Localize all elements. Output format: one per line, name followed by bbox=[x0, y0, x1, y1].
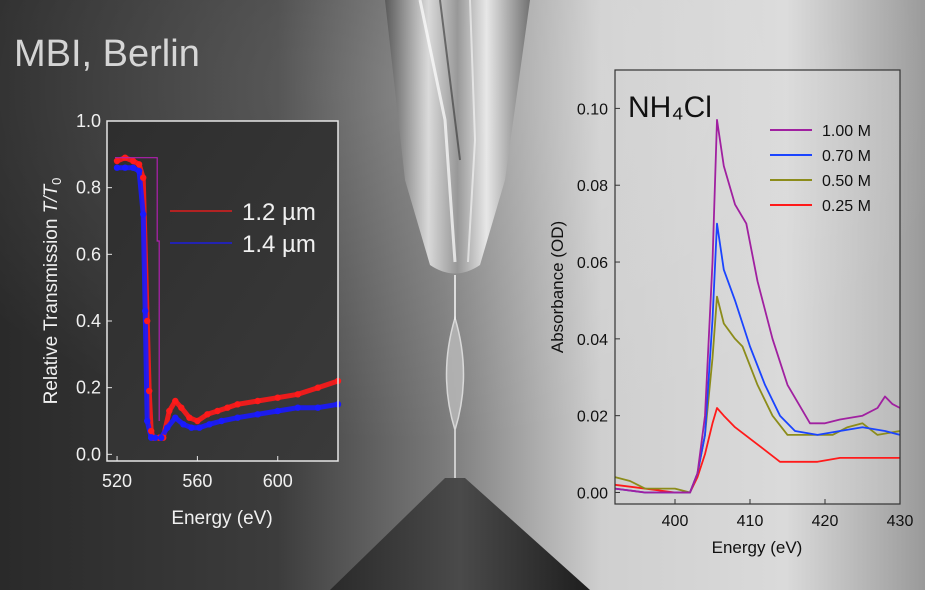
right-y-tick-label-0: 0.00 bbox=[577, 485, 608, 502]
left-point-s0-18 bbox=[224, 404, 231, 411]
right-legend-label-0: 1.00 M bbox=[822, 123, 871, 140]
left-point-s0-11 bbox=[166, 407, 173, 415]
left-point-s1-2 bbox=[129, 164, 137, 171]
legend-label-1-2um: 1.2 µm bbox=[242, 199, 316, 226]
left-point-s1-12 bbox=[180, 421, 187, 428]
right-x-axis: 400 410 420 430 bbox=[662, 499, 914, 530]
left-point-s1-0 bbox=[113, 164, 121, 171]
left-point-s0-0 bbox=[113, 157, 121, 165]
left-legend: 1.2 µm 1.4 µm bbox=[170, 199, 316, 258]
left-point-s1-11 bbox=[172, 414, 179, 421]
left-point-s0-3 bbox=[135, 161, 143, 168]
left-point-s1-15 bbox=[206, 421, 213, 428]
right-y-axis: 0.00 0.02 0.04 0.06 0.08 0.10 bbox=[577, 101, 620, 502]
left-chart-marks bbox=[113, 154, 342, 441]
left-point-s1-1 bbox=[121, 164, 129, 171]
left-point-s0-19 bbox=[234, 401, 241, 408]
liquid-jet bbox=[445, 275, 465, 478]
right-legend-label-1: 0.70 M bbox=[822, 148, 871, 165]
right-legend: 1.00 M 0.70 M 0.50 M 0.25 M bbox=[770, 123, 871, 215]
left-y-axis-label: Relative Transmission T/T0 bbox=[41, 178, 64, 405]
right-y-axis-label: Absorbance (OD) bbox=[548, 221, 567, 353]
transmission-chart: 0.0 0.2 0.4 0.6 0.8 1.0 520 560 600 Energy (eV)… bbox=[41, 111, 342, 529]
left-point-s0-20 bbox=[254, 397, 261, 405]
nozzle-illustration bbox=[385, 0, 530, 274]
left-point-s1-5 bbox=[142, 307, 149, 315]
left-point-s0-6 bbox=[146, 387, 153, 395]
right-y-tick-label-2: 0.04 bbox=[577, 332, 608, 349]
right-x-tick-label-2: 420 bbox=[812, 513, 839, 530]
right-y-tick-label-3: 0.06 bbox=[577, 255, 608, 272]
right-y-tick-label-4: 0.08 bbox=[577, 178, 608, 195]
right-x-tick-label-3: 430 bbox=[887, 513, 914, 530]
left-plot-frame bbox=[106, 120, 339, 462]
left-point-s1-13 bbox=[188, 424, 195, 431]
left-point-s0-22 bbox=[294, 391, 301, 398]
left-x-tick-label-2: 600 bbox=[263, 471, 293, 491]
right-x-tick-label-1: 410 bbox=[737, 513, 764, 530]
left-x-tick-label-1: 560 bbox=[182, 471, 212, 491]
left-point-s0-16 bbox=[204, 411, 211, 418]
left-point-s0-21 bbox=[274, 394, 281, 401]
right-chart-marks bbox=[614, 119, 901, 494]
left-point-s0-5 bbox=[144, 317, 151, 325]
right-legend-label-3: 0.25 M bbox=[822, 198, 871, 215]
left-point-s1-14 bbox=[196, 424, 203, 431]
left-point-s0-23 bbox=[314, 384, 322, 391]
left-y-tick-label-3: 0.6 bbox=[76, 244, 101, 264]
left-y-tick-label-2: 0.4 bbox=[76, 311, 101, 331]
catcher-cone bbox=[330, 478, 590, 590]
left-y-tick-label-0: 0.0 bbox=[76, 444, 101, 464]
left-step-edge-line bbox=[115, 157, 160, 421]
left-y-tick-label-4: 0.8 bbox=[76, 178, 101, 198]
left-point-s0-13 bbox=[178, 404, 185, 411]
page-title: MBI, Berlin bbox=[14, 33, 200, 75]
left-point-s1-8 bbox=[152, 434, 159, 441]
left-point-s1-10 bbox=[164, 424, 171, 431]
left-point-s1-17 bbox=[234, 414, 241, 421]
left-y-axis: 0.0 0.2 0.4 0.6 0.8 1.0 bbox=[76, 111, 112, 464]
left-point-s0-7 bbox=[148, 427, 155, 435]
left-point-s0-2 bbox=[129, 157, 137, 165]
compound-annotation: NH₄Cl bbox=[628, 91, 712, 124]
left-x-axis-label: Energy (eV) bbox=[171, 508, 272, 529]
right-x-axis-label: Energy (eV) bbox=[712, 538, 803, 557]
left-point-s0-15 bbox=[194, 417, 201, 425]
left-point-s0-4 bbox=[140, 174, 147, 181]
left-point-s1-19 bbox=[274, 407, 281, 415]
legend-label-1-4um: 1.4 µm bbox=[242, 231, 316, 258]
left-point-s0-17 bbox=[214, 407, 221, 415]
left-point-s1-20 bbox=[294, 404, 301, 411]
left-y-tick-label-5: 1.0 bbox=[76, 111, 101, 131]
left-point-s1-9 bbox=[158, 434, 165, 441]
left-point-s1-16 bbox=[218, 417, 225, 425]
left-point-s0-14 bbox=[186, 414, 193, 421]
right-legend-label-2: 0.50 M bbox=[822, 173, 871, 190]
left-point-s1-6 bbox=[144, 417, 151, 425]
left-point-s0-12 bbox=[172, 397, 179, 405]
right-x-tick-label-0: 400 bbox=[662, 513, 689, 530]
right-plot-area bbox=[615, 70, 900, 504]
right-plot-frame bbox=[614, 69, 901, 505]
absorbance-chart: 0.00 0.02 0.04 0.06 0.08 0.10 400 410 420 430 En… bbox=[548, 69, 914, 557]
left-point-s1-3 bbox=[135, 167, 143, 175]
left-point-s1-4 bbox=[140, 211, 147, 218]
right-y-tick-label-5: 0.10 bbox=[577, 101, 608, 118]
right-y-tick-label-1: 0.02 bbox=[577, 409, 608, 426]
left-x-tick-label-0: 520 bbox=[102, 471, 132, 491]
right-series-line-0 bbox=[614, 119, 901, 494]
left-x-axis: 520 560 600 bbox=[102, 456, 293, 491]
left-point-s1-18 bbox=[254, 411, 261, 418]
left-y-tick-label-1: 0.2 bbox=[76, 378, 101, 398]
left-point-s1-21 bbox=[314, 404, 322, 411]
